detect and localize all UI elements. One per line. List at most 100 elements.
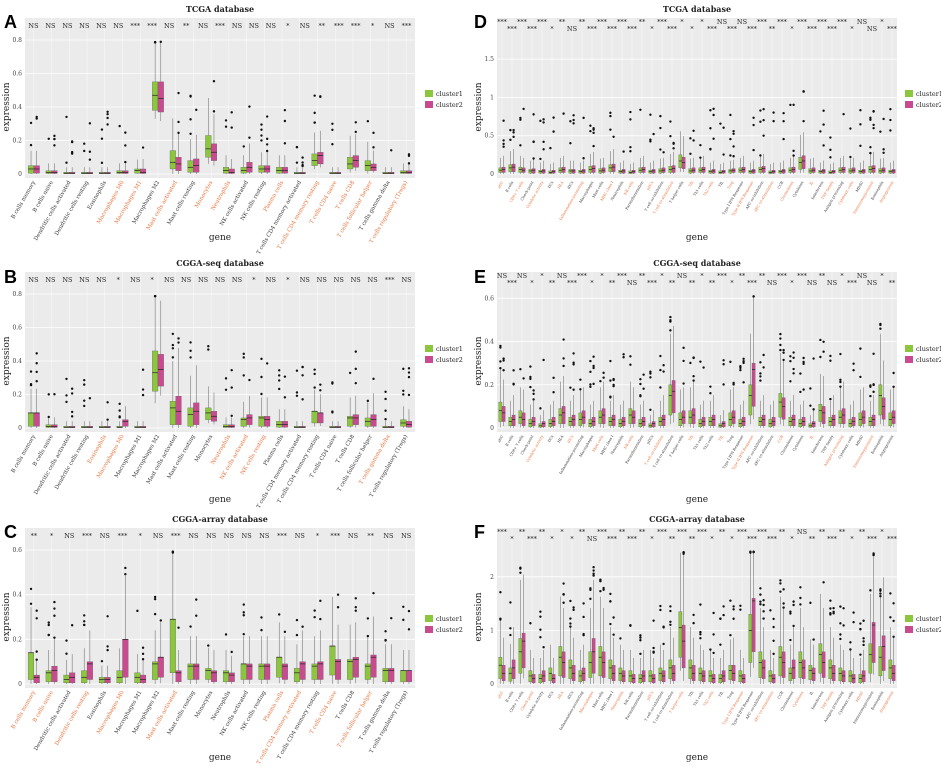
box-cluster1 [818, 404, 823, 422]
outlier-point [772, 625, 775, 629]
outlier-point [159, 40, 162, 44]
outlier-point [699, 156, 702, 159]
box-cluster1 [28, 412, 35, 427]
x-tick-label: Th2 cells [703, 180, 715, 196]
outlier-point [407, 162, 411, 165]
outlier-point [195, 108, 198, 112]
outlier-point [692, 375, 695, 378]
significance-label: * [252, 276, 256, 284]
outlier-point [278, 369, 281, 372]
outlier-point [542, 140, 545, 144]
outlier-point [762, 118, 765, 122]
outlier-point [512, 369, 515, 372]
outlier-point [872, 126, 875, 130]
outlier-point [852, 611, 855, 614]
outlier-point [248, 136, 251, 139]
significance-label: *** [807, 25, 818, 33]
outlier-point [519, 368, 522, 371]
box-cluster1 [276, 167, 283, 174]
outlier-point [402, 605, 405, 608]
box-cluster2 [352, 657, 359, 678]
outlier-point [509, 633, 512, 637]
outlier-point [159, 619, 162, 622]
outlier-point [106, 116, 109, 120]
outlier-point [889, 616, 892, 619]
significance-label: *** [747, 535, 758, 543]
significance-label: NS [62, 22, 72, 30]
outlier-point [669, 623, 672, 627]
outlier-point [562, 357, 565, 360]
box-cluster2 [352, 414, 359, 425]
outlier-point [153, 294, 157, 298]
significance-label: ** [819, 528, 826, 536]
outlier-point [35, 650, 38, 653]
outlier-point [849, 641, 852, 644]
outlier-point [889, 107, 892, 111]
box-cluster2 [317, 412, 324, 424]
significance-label: NS [317, 276, 327, 284]
legend-label-cluster2: cluster2 [916, 626, 941, 634]
outlier-point [402, 389, 405, 393]
significance-label: NS [232, 276, 242, 284]
outlier-point [124, 160, 127, 164]
y-tick-label: 0 [18, 171, 22, 178]
outlier-point [301, 161, 304, 164]
outlier-point [331, 143, 334, 146]
outlier-point [792, 356, 795, 359]
x-tick-label: DCs [547, 180, 554, 189]
box-cluster1 [568, 169, 573, 174]
box-cluster1 [152, 350, 159, 392]
outlier-point [732, 617, 735, 620]
outlier-point [265, 115, 269, 118]
box-cluster2 [701, 166, 706, 173]
outlier-point [283, 142, 287, 145]
outlier-point [712, 137, 715, 140]
box-cluster1 [528, 169, 533, 174]
significance-label: NS [737, 18, 747, 26]
outlier-point [589, 129, 592, 133]
outlier-point [177, 131, 180, 135]
outlier-point [842, 607, 845, 610]
panel-title: CGGA-array database [172, 514, 268, 524]
significance-label: NS [857, 18, 867, 26]
outlier-point [532, 398, 535, 401]
legend-label-cluster1: cluster1 [916, 90, 941, 98]
x-tick-label: CCR [777, 434, 785, 443]
box-cluster2 [751, 598, 756, 652]
outlier-point [313, 386, 316, 389]
outlier-point [669, 609, 672, 613]
outlier-point [609, 114, 612, 118]
significance-label: NS [249, 22, 259, 30]
outlier-point [702, 366, 705, 369]
significance-label: NS [368, 276, 378, 284]
significance-label: * [316, 532, 320, 540]
significance-label: ** [779, 528, 786, 536]
significance-label: * [50, 532, 54, 540]
box-cluster2 [405, 670, 412, 682]
significance-label: NS [259, 532, 269, 540]
x-tick-label: Th1 cells [693, 434, 705, 450]
x-tick-label: Tfh [688, 690, 695, 698]
box-cluster1 [668, 659, 673, 679]
box-cluster2 [811, 421, 816, 428]
significance-label: ** [739, 272, 746, 280]
outlier-point [659, 126, 662, 130]
x-tick-label: NK cells [623, 434, 634, 449]
outlier-point [639, 108, 642, 111]
outlier-point [699, 630, 702, 634]
box-cluster2 [370, 654, 377, 678]
outlier-point [612, 384, 615, 388]
significance-label: * [790, 279, 794, 287]
outlier-point [592, 364, 595, 368]
outlier-point [789, 638, 792, 642]
box-cluster2 [891, 169, 896, 174]
box-cluster1 [798, 157, 803, 170]
outlier-point [829, 354, 832, 358]
outlier-point [669, 605, 672, 608]
outlier-point [260, 134, 263, 137]
significance-label: * [117, 276, 121, 284]
outlier-point [171, 343, 175, 347]
significance-label: *** [607, 535, 618, 543]
outlier-point [609, 111, 612, 115]
y-axis-title: expression [2, 82, 12, 131]
